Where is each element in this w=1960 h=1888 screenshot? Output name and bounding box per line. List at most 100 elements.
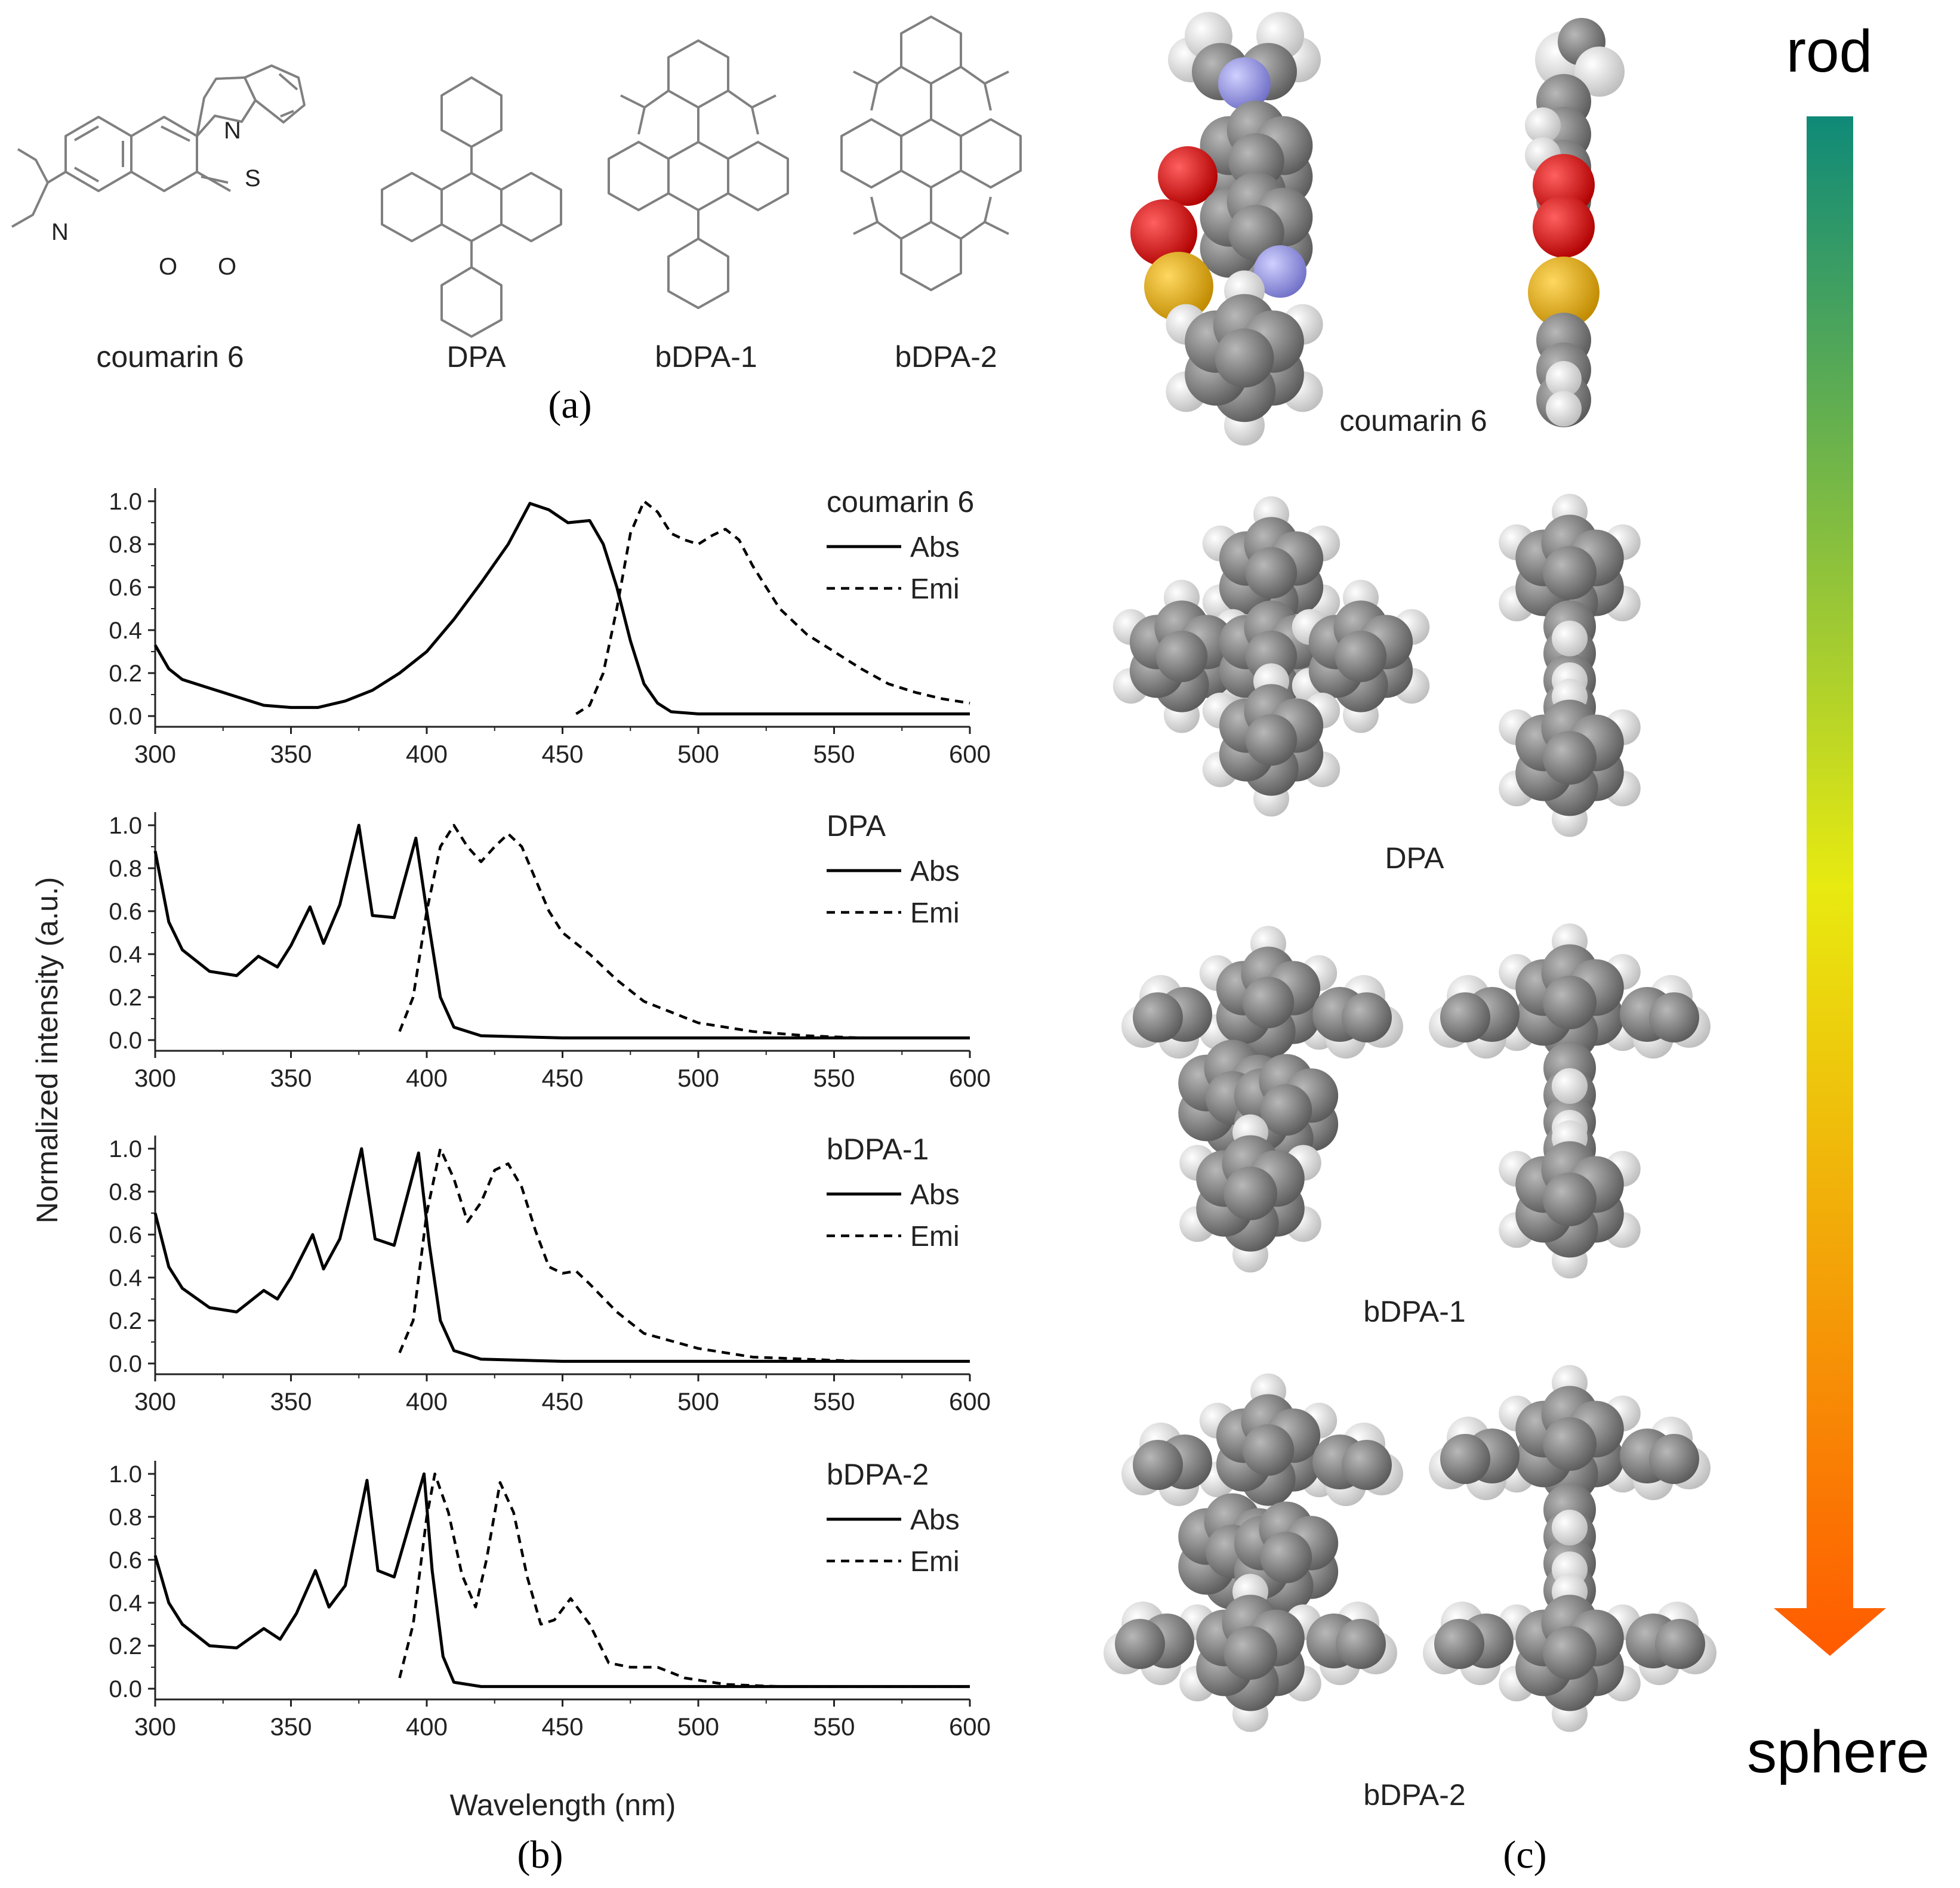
atom-sphere [1245, 547, 1298, 599]
abs-series-line [153, 502, 970, 715]
y-tick-label: 0.8 [109, 532, 142, 558]
model-dpa-front [1112, 496, 1430, 817]
atom-N-thiazole: N [224, 118, 241, 144]
atom-sphere [1254, 245, 1306, 298]
y-tick-label: 0.2 [109, 1633, 142, 1659]
model-dpa-side [1499, 493, 1641, 837]
atom-sphere [1133, 1440, 1183, 1490]
x-tick-label: 450 [541, 1387, 583, 1415]
model-label-bdpa1: bDPA-1 [1363, 1295, 1465, 1328]
atom-sphere [1552, 621, 1588, 656]
atom-sphere [1533, 196, 1595, 258]
model-coumarin6-front [1130, 12, 1323, 446]
model-atoms [1429, 923, 1711, 1279]
spectrum-chart-coumarin6: 300 350 400 450 500 550 600 0.0 0.2 0.4 0.6 0.8 1.0 c… [109, 485, 991, 768]
panel-c-models: coumarin 6 DPA bDPA-1 bDPA-2 (c) rod sph… [1104, 12, 1930, 1877]
x-tick-label: 550 [813, 1387, 855, 1415]
atom-sphere [1543, 546, 1597, 600]
atom-sphere [1546, 361, 1582, 397]
atom-sphere [1649, 1434, 1699, 1484]
panel-label-b: (b) [517, 1833, 563, 1877]
x-tick-label: 400 [406, 1713, 448, 1741]
atom-sphere [1260, 1531, 1312, 1584]
abs-series-line [153, 1472, 970, 1688]
abs-series-line [153, 823, 970, 1039]
model-coumarin6-side [1525, 18, 1625, 427]
legend-abs-label: Abs [910, 856, 960, 887]
structure-dpa [381, 76, 562, 338]
atom-sphere [1242, 1424, 1295, 1476]
y-tick-label: 1.0 [109, 1136, 142, 1162]
atom-sphere [1218, 57, 1271, 110]
emi-series-line [575, 499, 970, 715]
atom-sphere [1115, 1619, 1165, 1669]
legend-emi-label: Emi [910, 1546, 960, 1578]
structure-label-coumarin6: coumarin 6 [96, 340, 244, 374]
atom-sphere [1242, 976, 1295, 1029]
legend-abs-label: Abs [910, 532, 960, 563]
atom-sphere [1543, 1173, 1597, 1226]
x-tick-label: 550 [813, 740, 855, 768]
atom-sphere [1546, 391, 1582, 427]
structure-label-bdpa2: bDPA-2 [895, 340, 997, 374]
x-tick-label: 600 [949, 1387, 991, 1415]
legend-title: bDPA-2 [827, 1458, 929, 1491]
x-tick-label: 500 [677, 740, 719, 768]
x-tick-label: 600 [949, 740, 991, 768]
y-tick-label: 0.8 [109, 1504, 142, 1531]
atom-sphere [1440, 992, 1490, 1042]
y-tick-label: 1.0 [109, 813, 142, 839]
atom-sphere [1342, 992, 1392, 1042]
abs-series-line [153, 1147, 970, 1363]
y-tick-label: 1.0 [109, 489, 142, 515]
atom-sphere [1336, 1619, 1386, 1669]
x-tick-label: 600 [949, 1064, 991, 1092]
y-tick-label: 1.0 [109, 1461, 142, 1488]
x-tick-label: 400 [406, 1064, 448, 1092]
emi-series-line [398, 823, 862, 1039]
atom-sphere [1228, 205, 1284, 261]
structure-bdpa2 [840, 16, 1022, 291]
atom-sphere [1342, 1440, 1392, 1490]
atom-sphere [1543, 1626, 1597, 1680]
x-tick-label: 350 [270, 1064, 312, 1092]
structure-label-bdpa1: bDPA-1 [655, 340, 757, 374]
y-tick-label: 0.6 [109, 1222, 142, 1248]
atom-O-ring: O [159, 254, 177, 280]
spectrum-chart-bdpa2: 300 350 400 450 500 550 600 0.0 0.2 0.4 0.6 0.8 1.0 b… [109, 1458, 991, 1741]
y-tick-label: 0.4 [109, 618, 142, 644]
model-atoms [1423, 1365, 1716, 1732]
x-tick-label: 500 [677, 1064, 719, 1092]
atom-sphere [1552, 1068, 1588, 1104]
x-tick-label: 450 [541, 1064, 583, 1092]
x-tick-label: 450 [541, 1713, 583, 1741]
atom-sphere [1543, 976, 1597, 1029]
model-atoms [1104, 1373, 1403, 1732]
x-tick-label: 350 [270, 740, 312, 768]
model-bdpa2-side [1423, 1365, 1716, 1732]
shape-scale-top-label: rod [1786, 18, 1873, 85]
x-tick-label: 600 [949, 1713, 991, 1741]
x-tick-label: 500 [677, 1713, 719, 1741]
atom-O-carbonyl: O [218, 254, 236, 280]
y-tick-label: 0.0 [109, 1676, 142, 1702]
x-tick-label: 300 [134, 740, 176, 768]
y-tick-label: 0.4 [109, 942, 142, 968]
legend-title: DPA [827, 809, 886, 843]
model-label-coumarin6: coumarin 6 [1339, 404, 1487, 437]
y-tick-label: 0.4 [109, 1265, 142, 1291]
atom-sphere [1224, 1626, 1277, 1680]
atom-sphere [1260, 1084, 1312, 1136]
x-axis-label: Wavelength (nm) [450, 1788, 676, 1822]
atom-sphere [1158, 146, 1218, 206]
y-tick-label: 0.0 [109, 704, 142, 730]
panel-a-structures: N N S O O [11, 16, 1022, 338]
x-tick-label: 300 [134, 1387, 176, 1415]
atom-sphere [1574, 47, 1625, 97]
model-label-dpa: DPA [1385, 841, 1444, 875]
atom-sphere [1155, 630, 1208, 683]
atom-S: S [245, 165, 261, 192]
structure-label-dpa: DPA [446, 340, 506, 374]
y-tick-label: 0.8 [109, 1179, 142, 1205]
